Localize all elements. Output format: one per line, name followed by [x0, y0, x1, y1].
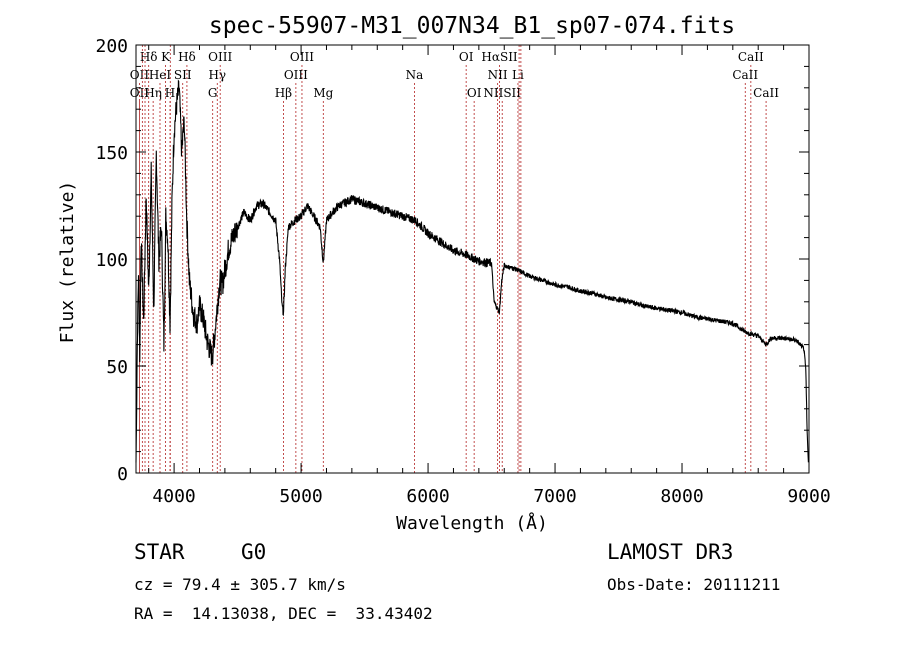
- marker-label: CaII: [738, 50, 764, 64]
- coordinates: RA = 14.13038, DEC = 33.43402: [134, 604, 433, 623]
- x-tick-label: 9000: [787, 486, 830, 507]
- y-tick-label: 0: [117, 464, 128, 485]
- survey-label: LAMOST DR3: [607, 540, 734, 564]
- marker-label: HαSII: [481, 50, 518, 64]
- marker-label: Na: [406, 68, 424, 82]
- axes: 4000 5000 6000 7000 8000 9000 0 50 100 150 200: [95, 36, 830, 507]
- x-tick-label: 8000: [660, 486, 703, 507]
- marker-label: OII: [130, 86, 150, 100]
- x-axis-label: Wavelength (Å): [396, 512, 548, 534]
- marker-label: Hδ: [140, 50, 158, 64]
- y-tick-label: 100: [95, 250, 128, 271]
- x-tick-label: 5000: [279, 486, 322, 507]
- y-tick-label: 200: [95, 36, 128, 57]
- marker-label: OIII: [290, 50, 314, 64]
- marker-label: Hβ: [275, 86, 292, 100]
- spectrum-line: [135, 79, 809, 463]
- marker-label: NII: [488, 68, 508, 82]
- marker-label: OIII: [284, 68, 308, 82]
- marker-label: Hγ: [208, 68, 226, 82]
- redshift-readout: cz = 79.4 ± 305.7 km/s: [134, 575, 346, 594]
- chart-title: spec-55907-M31_007N34_B1_sp07-074.fits: [209, 13, 735, 39]
- x-tick-label: 6000: [406, 486, 449, 507]
- marker-label: K: [161, 50, 171, 64]
- marker-label: G: [208, 86, 218, 100]
- marker-label: Li: [512, 68, 524, 82]
- x-tick-label: 4000: [152, 486, 195, 507]
- marker-label: NIISII: [483, 86, 521, 100]
- marker-label: CaII: [732, 68, 758, 82]
- x-tick-label: 7000: [533, 486, 576, 507]
- object-class: STAR: [134, 540, 185, 564]
- marker-label: Hη: [144, 86, 162, 100]
- marker-label: OI: [459, 50, 474, 64]
- marker-label: OIII: [208, 50, 232, 64]
- y-axis-label: Flux (relative): [57, 181, 78, 344]
- marker-label: OII: [130, 68, 150, 82]
- marker-label: OI: [467, 86, 482, 100]
- obs-date: Obs-Date: 20111211: [607, 575, 781, 594]
- marker-label: Mg: [313, 86, 333, 100]
- object-subclass: G0: [241, 540, 267, 564]
- marker-label: SII: [174, 68, 192, 82]
- y-tick-label: 150: [95, 143, 128, 164]
- y-tick-label: 50: [106, 357, 128, 378]
- marker-label: HeI: [149, 68, 172, 82]
- marker-label: Hδ: [178, 50, 196, 64]
- marker-label: CaII: [753, 86, 779, 100]
